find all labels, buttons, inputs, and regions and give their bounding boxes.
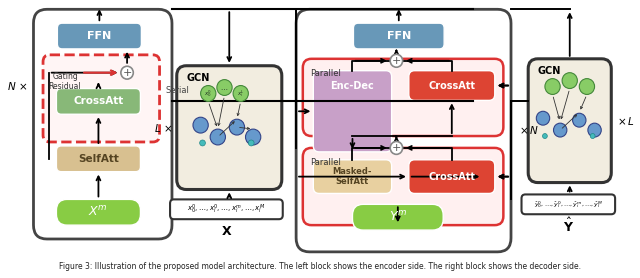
FancyBboxPatch shape [170,199,283,219]
FancyBboxPatch shape [314,71,392,152]
Text: $\times\,L$: $\times\,L$ [617,115,634,127]
FancyBboxPatch shape [303,59,504,136]
FancyBboxPatch shape [296,9,511,252]
Circle shape [246,129,260,145]
Text: $+$: $+$ [391,55,401,66]
Circle shape [390,142,403,154]
Text: $x_0^0$: $x_0^0$ [204,88,212,99]
FancyBboxPatch shape [56,88,140,114]
Text: FFN: FFN [87,31,111,41]
Circle shape [193,117,208,133]
Text: $\hat{\mathbf{Y}}$: $\hat{\mathbf{Y}}$ [563,217,574,235]
Circle shape [545,79,560,95]
FancyBboxPatch shape [522,194,615,214]
Text: $+$: $+$ [391,142,401,153]
FancyBboxPatch shape [43,55,159,142]
Text: $X^m$: $X^m$ [88,205,108,219]
Text: $N\,\times$: $N\,\times$ [7,80,28,91]
FancyBboxPatch shape [56,146,140,172]
Circle shape [562,73,577,88]
Circle shape [217,80,232,95]
Text: $L\,\times$: $L\,\times$ [154,121,173,134]
FancyBboxPatch shape [177,66,282,190]
Text: Parallel: Parallel [310,69,341,78]
Text: Serial: Serial [165,86,189,95]
FancyBboxPatch shape [409,71,495,100]
Circle shape [200,86,216,101]
Text: GCN: GCN [186,73,210,83]
Circle shape [588,123,601,137]
Text: Masked-
SelfAtt: Masked- SelfAtt [333,167,372,186]
Circle shape [121,66,133,79]
Text: CrossAtt: CrossAtt [428,81,476,91]
FancyBboxPatch shape [409,160,495,193]
Circle shape [554,123,567,137]
Text: Parallel: Parallel [310,158,341,167]
Circle shape [233,86,248,101]
Circle shape [200,140,205,146]
Circle shape [390,54,403,67]
Circle shape [229,119,244,135]
Text: CrossAtt: CrossAtt [428,172,476,182]
FancyBboxPatch shape [353,23,444,49]
Text: Gating
Residual: Gating Residual [49,72,81,91]
Text: GCN: GCN [538,66,561,76]
FancyBboxPatch shape [528,59,611,183]
Text: FFN: FFN [387,31,411,41]
Text: $\mathbf{X}$: $\mathbf{X}$ [221,225,232,238]
Circle shape [590,133,595,138]
Circle shape [579,79,595,95]
Circle shape [573,113,586,127]
FancyBboxPatch shape [314,160,392,193]
FancyBboxPatch shape [303,148,504,225]
Text: $Y^m$: $Y^m$ [388,210,407,224]
Text: CrossAtt: CrossAtt [74,96,124,106]
Circle shape [543,133,547,138]
Text: $\hat{y}_0^0,\ldots,\hat{y}_l^0,\ldots,\hat{y}_i^m,\ldots,\hat{y}_l^M$: $\hat{y}_0^0,\ldots,\hat{y}_l^0,\ldots,\… [534,199,603,210]
Text: Enc-Dec: Enc-Dec [331,81,374,91]
Circle shape [210,129,225,145]
FancyBboxPatch shape [56,199,140,225]
Text: $x_0^0,\ldots,x_l^0,\ldots,x_i^m,\ldots,x_l^M$: $x_0^0,\ldots,x_l^0,\ldots,x_i^m,\ldots,… [188,203,266,216]
Text: Figure 3: Illustration of the proposed model architecture. The left block shows : Figure 3: Illustration of the proposed m… [59,262,581,271]
FancyBboxPatch shape [353,204,443,230]
Text: $\cdots$: $\cdots$ [220,85,228,91]
Text: $x_i^L$: $x_i^L$ [237,88,244,99]
Circle shape [536,111,550,125]
Circle shape [248,140,254,146]
FancyBboxPatch shape [58,23,141,49]
FancyBboxPatch shape [33,9,172,239]
Text: $\times\,N$: $\times\,N$ [518,124,538,136]
Text: SelfAtt: SelfAtt [78,154,119,164]
Text: $+$: $+$ [122,67,132,78]
